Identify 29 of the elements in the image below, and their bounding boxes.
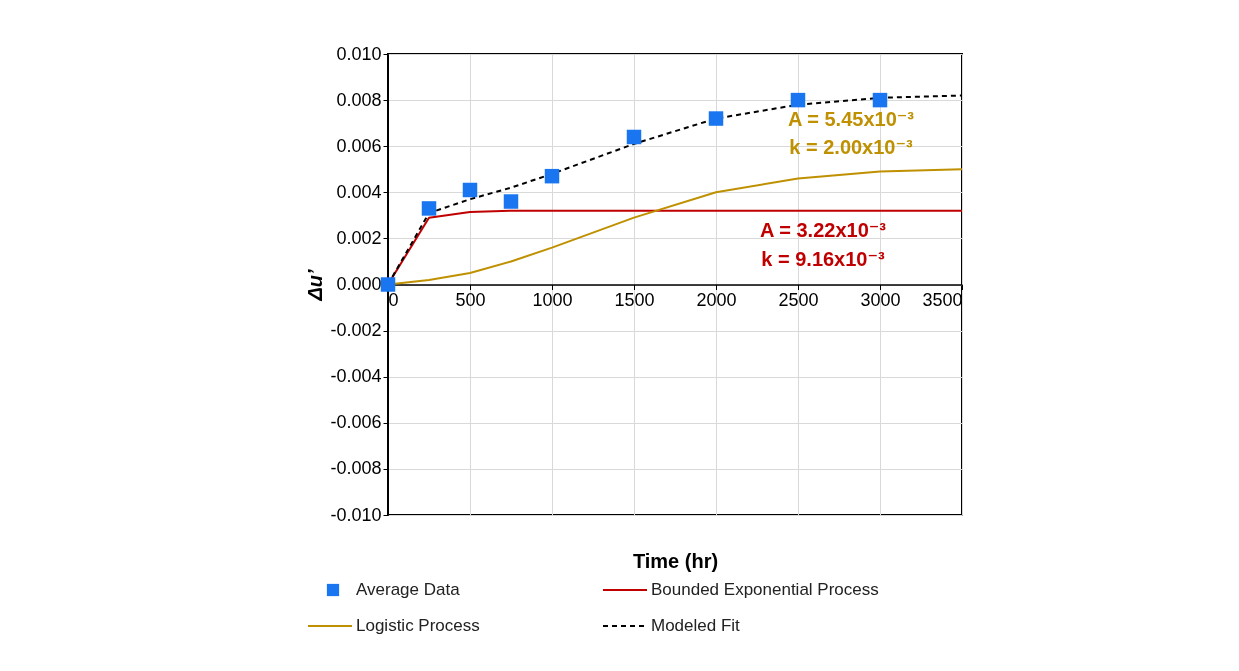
y-tick-label: -0.002 — [330, 320, 382, 341]
annotation: k = 2.00x10⁻³ — [789, 136, 914, 158]
y-tick-label: 0.010 — [336, 43, 382, 64]
annotation: A = 3.22x10⁻³ — [759, 219, 887, 241]
x-tick-label: 0 — [388, 290, 399, 310]
y-axis-title: Δu’ — [304, 268, 327, 302]
y-tick-label: 0.006 — [336, 135, 382, 156]
y-tick-label: -0.010 — [330, 504, 382, 525]
y-tick-label: -0.004 — [330, 366, 382, 387]
x-tick-label: 3500 — [922, 290, 963, 310]
y-tick-label: 0.008 — [336, 89, 382, 110]
x-tick-label: 3000 — [860, 290, 901, 310]
x-tick-label: 1500 — [614, 290, 655, 310]
annotation: k = 9.16x10⁻³ — [761, 248, 886, 270]
x-tick-label: 500 — [455, 290, 486, 310]
x-axis-title: Time (hr) — [632, 549, 719, 572]
legend-label: Average Data — [356, 580, 461, 599]
y-tick-label: 0.002 — [336, 227, 382, 248]
legend-label: Logistic Process — [356, 616, 480, 635]
legend-label: Modeled Fit — [651, 616, 741, 635]
x-tick-label: 2500 — [778, 290, 819, 310]
x-tick-label: 2000 — [696, 290, 737, 310]
annotation: A = 5.45x10⁻³ — [787, 108, 915, 130]
y-tick-label: -0.008 — [330, 458, 382, 479]
y-tick-label: -0.006 — [330, 412, 382, 433]
x-tick-label: 1000 — [532, 290, 573, 310]
legend-label: Bounded Exponential Process — [651, 580, 879, 599]
y-tick-label: 0.004 — [336, 181, 382, 202]
y-tick-label: 0.000 — [336, 274, 382, 294]
